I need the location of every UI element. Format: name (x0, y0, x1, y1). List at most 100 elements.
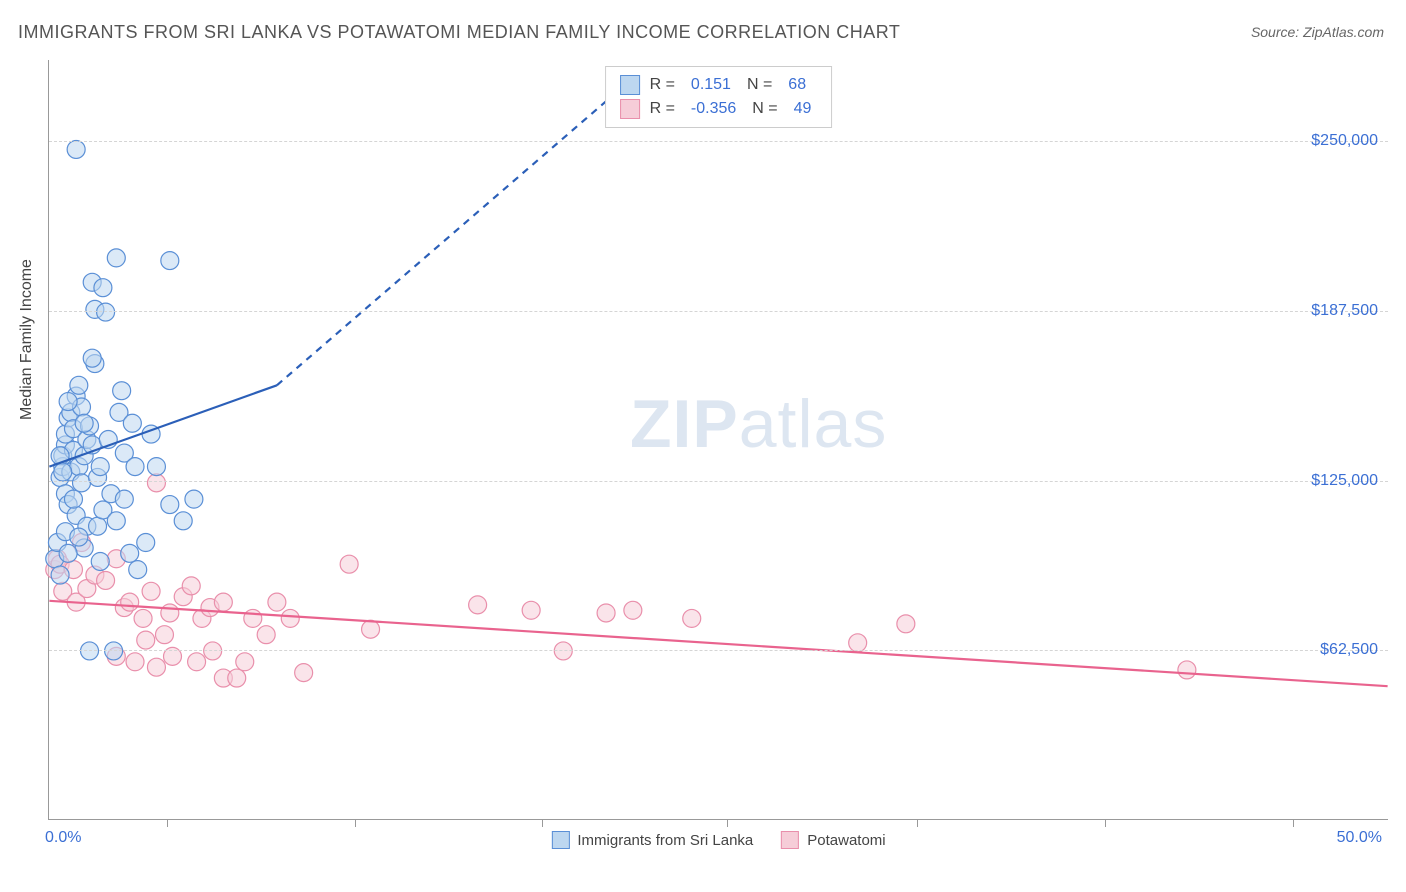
scatter-point (214, 593, 232, 611)
scatter-point (107, 512, 125, 530)
scatter-point (147, 458, 165, 476)
y-tick-label: $125,000 (1311, 472, 1378, 490)
legend-item-series1: Immigrants from Sri Lanka (551, 831, 753, 849)
scatter-point (185, 490, 203, 508)
scatter-point (75, 414, 93, 432)
x-axis-end-label: 50.0% (1337, 829, 1382, 847)
scatter-point (362, 620, 380, 638)
scatter-point (161, 604, 179, 622)
gridline (49, 141, 1388, 142)
r-label-1: R = (650, 73, 675, 97)
swatch-series2-icon (781, 831, 799, 849)
gridline (49, 481, 1388, 482)
chart-title: IMMIGRANTS FROM SRI LANKA VS POTAWATOMI … (18, 22, 900, 43)
x-tick (542, 819, 543, 827)
scatter-point (89, 517, 107, 535)
legend-item-series2: Potawatomi (781, 831, 885, 849)
x-tick (167, 819, 168, 827)
scatter-point (142, 582, 160, 600)
y-tick-label: $250,000 (1311, 132, 1378, 150)
scatter-point (73, 474, 91, 492)
scatter-point (115, 490, 133, 508)
r-label-2: R = (650, 97, 675, 121)
scatter-point (83, 349, 101, 367)
swatch-series1 (620, 75, 640, 95)
scatter-point (469, 596, 487, 614)
scatter-point (91, 552, 109, 570)
scatter-point (54, 463, 72, 481)
scatter-point (281, 609, 299, 627)
scatter-point (597, 604, 615, 622)
scatter-point (268, 593, 286, 611)
scatter-point (161, 252, 179, 270)
scatter-point (188, 653, 206, 671)
stats-legend: R = 0.151 N = 68 R = -0.356 N = 49 (605, 66, 833, 128)
stats-row-series1: R = 0.151 N = 68 (620, 73, 818, 97)
scatter-point (174, 512, 192, 530)
scatter-point (244, 609, 262, 627)
scatter-point (228, 669, 246, 687)
gridline (49, 311, 1388, 312)
legend-bottom: Immigrants from Sri Lanka Potawatomi (551, 831, 885, 849)
scatter-point (624, 601, 642, 619)
scatter-point (97, 571, 115, 589)
legend-label-series2: Potawatomi (807, 832, 885, 849)
swatch-series1-icon (551, 831, 569, 849)
x-tick (917, 819, 918, 827)
source-label: Source: ZipAtlas.com (1251, 24, 1384, 40)
scatter-plot (49, 60, 1388, 819)
scatter-point (107, 249, 125, 267)
trend-line (277, 74, 638, 386)
scatter-point (340, 555, 358, 573)
scatter-point (134, 609, 152, 627)
y-tick-label: $187,500 (1311, 302, 1378, 320)
y-axis-label: Median Family Income (18, 259, 36, 420)
x-tick (727, 819, 728, 827)
scatter-point (236, 653, 254, 671)
scatter-point (59, 544, 77, 562)
stats-row-series2: R = -0.356 N = 49 (620, 97, 818, 121)
swatch-series2 (620, 99, 640, 119)
scatter-point (70, 376, 88, 394)
y-tick-label: $62,500 (1320, 641, 1378, 659)
x-axis-start-label: 0.0% (45, 829, 81, 847)
n-label-2: N = (752, 97, 777, 121)
scatter-point (295, 664, 313, 682)
scatter-point (683, 609, 701, 627)
scatter-point (91, 458, 109, 476)
scatter-point (155, 626, 173, 644)
chart-area: ZIPatlas R = 0.151 N = 68 R = -0.356 N =… (48, 60, 1388, 820)
x-tick (1105, 819, 1106, 827)
scatter-point (113, 382, 131, 400)
scatter-point (182, 577, 200, 595)
x-tick (355, 819, 356, 827)
scatter-point (97, 303, 115, 321)
scatter-point (126, 458, 144, 476)
x-tick (1293, 819, 1294, 827)
gridline (49, 650, 1388, 651)
scatter-point (70, 528, 88, 546)
n-value-1: 68 (788, 73, 806, 97)
scatter-point (147, 658, 165, 676)
scatter-point (123, 414, 141, 432)
scatter-point (137, 631, 155, 649)
scatter-point (161, 496, 179, 514)
scatter-point (129, 561, 147, 579)
scatter-point (121, 593, 139, 611)
r-value-2: -0.356 (691, 97, 736, 121)
scatter-point (147, 474, 165, 492)
r-value-1: 0.151 (691, 73, 731, 97)
n-value-2: 49 (794, 97, 812, 121)
scatter-point (849, 634, 867, 652)
trend-line (49, 601, 1387, 686)
scatter-point (121, 544, 139, 562)
scatter-point (1178, 661, 1196, 679)
scatter-point (64, 490, 82, 508)
scatter-point (897, 615, 915, 633)
n-label-1: N = (747, 73, 772, 97)
scatter-point (59, 393, 77, 411)
legend-label-series1: Immigrants from Sri Lanka (577, 832, 753, 849)
scatter-point (522, 601, 540, 619)
scatter-point (67, 140, 85, 158)
scatter-point (126, 653, 144, 671)
